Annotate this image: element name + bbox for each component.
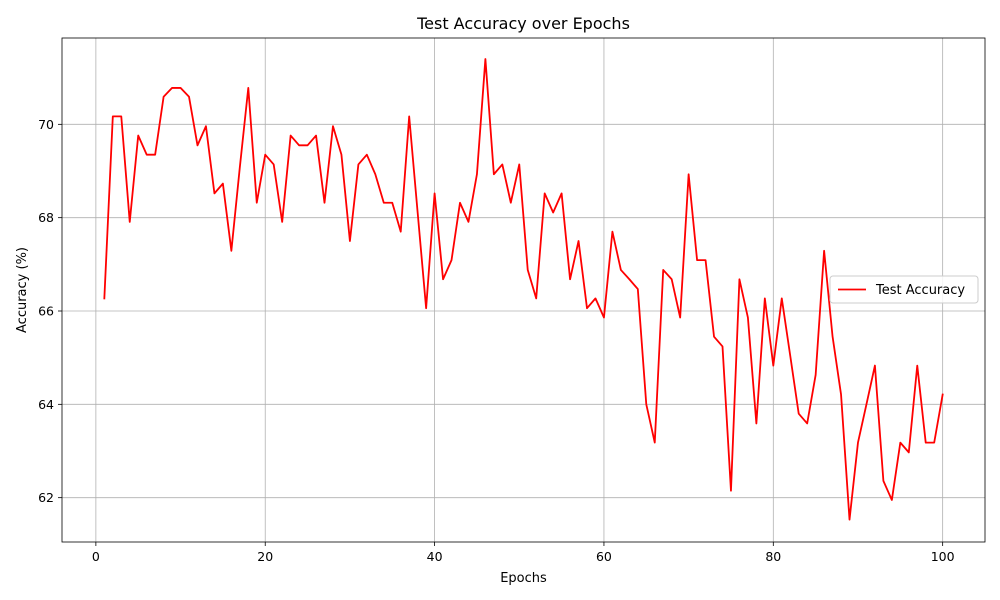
plot-frame — [61, 37, 986, 543]
x-tick-label: 60 — [596, 549, 612, 564]
y-tick-label: 62 — [38, 490, 54, 505]
y-tick-label: 70 — [38, 117, 54, 132]
x-tick-label: 80 — [765, 549, 781, 564]
series-points-0 — [104, 58, 943, 520]
y-axis-title: Accuracy (%) — [15, 247, 30, 333]
y-tick-label: 68 — [38, 210, 54, 225]
axis-ticks: 0 20 40 60 80 100 62 64 66 68 70 — [38, 117, 955, 564]
x-tick-label: 20 — [257, 549, 273, 564]
y-tick-label: 64 — [38, 397, 54, 412]
chart-title: Test Accuracy over Epochs — [416, 14, 630, 33]
legend: Test Accuracy — [829, 275, 979, 304]
x-axis-title: Epochs — [500, 571, 547, 586]
x-tick-label: 100 — [931, 549, 955, 564]
x-tick-label: 40 — [427, 549, 443, 564]
legend-box — [829, 275, 979, 304]
x-tick-label: 0 — [92, 549, 100, 564]
y-tick-label: 66 — [38, 304, 54, 319]
series-layer — [103, 58, 944, 521]
legend-label: Test Accuracy — [875, 283, 965, 298]
series-line-0 — [103, 58, 944, 521]
